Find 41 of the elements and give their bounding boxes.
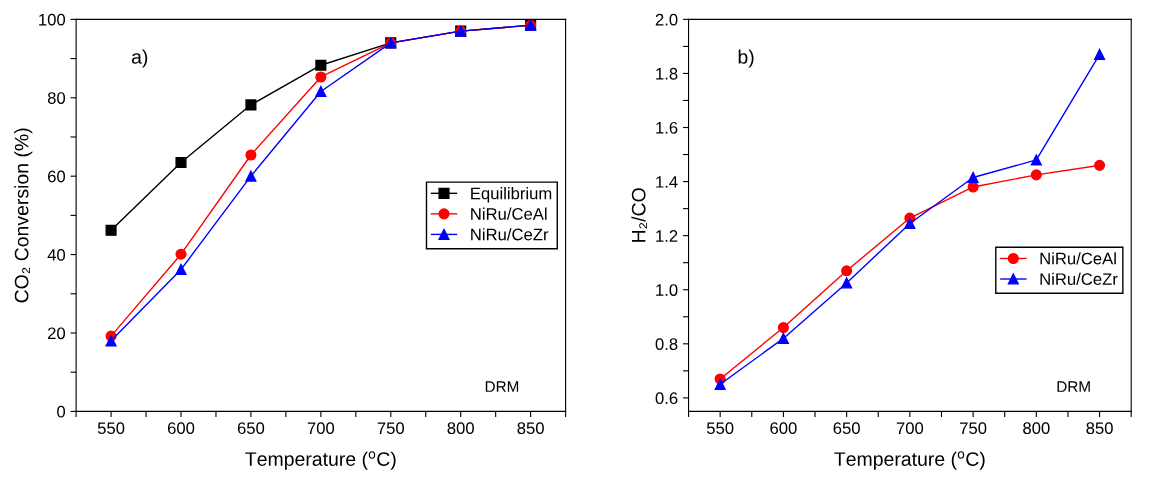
x-tick-label: 800 [1023, 422, 1050, 435]
x-axis-title: Temperature ($^{o}$C) [834, 451, 985, 470]
y-axis-title: CO₂ Conversion (%) [14, 128, 33, 303]
x-tick-label: 650 [237, 422, 265, 435]
y-tick-label: 60 [48, 170, 66, 183]
legend-label: Equilibrium [471, 187, 552, 203]
y-axis-title: H₂/CO [631, 188, 648, 242]
x-tick-label: 650 [833, 422, 860, 435]
x-tick-label: 800 [447, 422, 474, 435]
x-tick-label: 850 [517, 422, 544, 435]
x-tick-label: 600 [770, 422, 797, 435]
x-tick-label: 550 [706, 422, 734, 435]
x-tick-label: 750 [377, 422, 405, 435]
x-tick-label: 700 [896, 422, 924, 435]
x-axis-title: Temperature ($^{o}$C) [245, 451, 396, 470]
x-tick-label: 600 [167, 422, 195, 435]
y-tick-label: 1.2 [656, 230, 678, 242]
y-tick-label: 1.4 [656, 176, 678, 188]
y-tick-label: 1.8 [656, 67, 678, 80]
legend-label: NiRu/CeAl [471, 207, 547, 220]
annotation: DRM [485, 381, 519, 392]
y-tick-label: 0.6 [655, 392, 678, 405]
annotation: b) [738, 49, 754, 68]
x-tick-label: 750 [960, 422, 987, 435]
x-tick-label: 550 [97, 422, 125, 435]
legend-label: NiRu/CeZr [471, 228, 549, 241]
x-tick-label: 850 [1086, 422, 1113, 435]
y-tick-label: 0.8 [655, 338, 678, 351]
y-tick-label: 0 [57, 405, 66, 418]
annotation: a) [131, 49, 148, 68]
y-tick-label: 20 [48, 327, 66, 340]
annotation: DRM [1057, 381, 1090, 392]
y-tick-label: 80 [47, 92, 66, 104]
legend-label: NiRu/CeZr [1040, 272, 1118, 286]
y-tick-label: 2.0 [655, 13, 678, 26]
y-tick-label: 100 [39, 13, 66, 26]
y-tick-label: 40 [47, 248, 66, 261]
y-tick-label: 1.6 [656, 121, 678, 134]
legend-label: NiRu/CeAl [1040, 252, 1116, 265]
y-tick-label: 1.0 [656, 284, 678, 296]
x-tick-label: 700 [307, 422, 335, 435]
